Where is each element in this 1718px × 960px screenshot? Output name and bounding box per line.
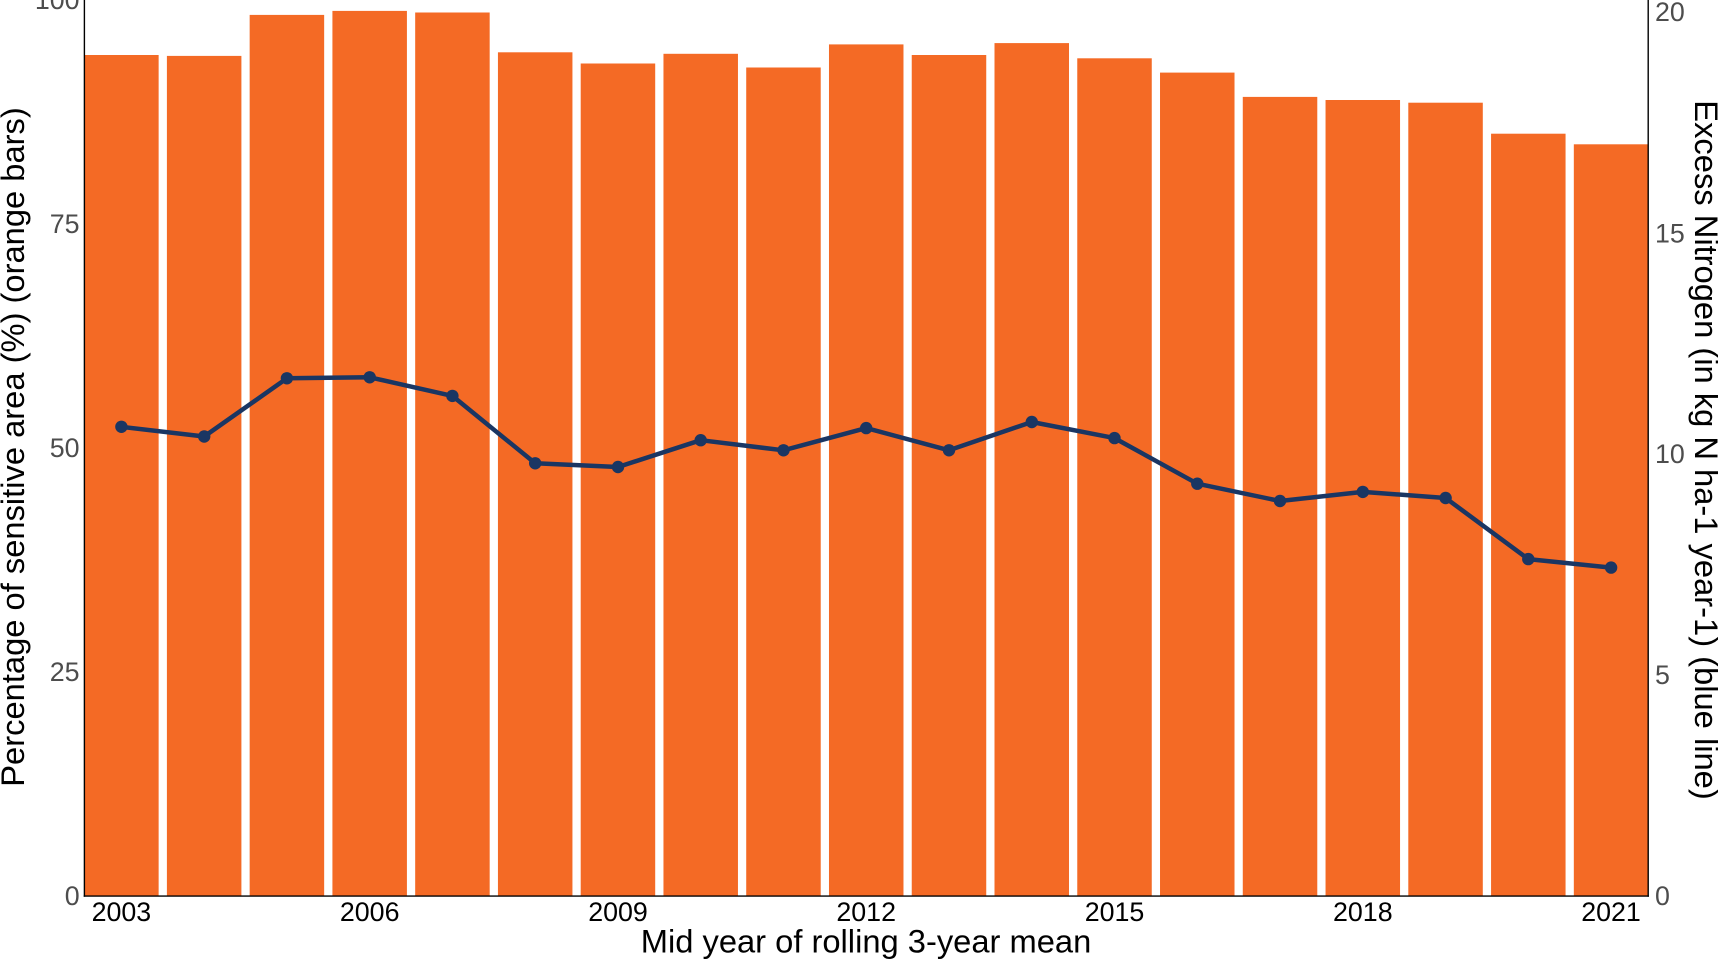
svg-text:5: 5 xyxy=(1655,660,1670,690)
svg-text:75: 75 xyxy=(50,209,80,239)
svg-text:2003: 2003 xyxy=(92,897,152,927)
svg-text:Percentage of sensitive area (: Percentage of sensitive area (%) (orange… xyxy=(0,107,31,787)
svg-text:25: 25 xyxy=(50,657,80,687)
svg-text:15: 15 xyxy=(1655,218,1685,248)
svg-text:Excess Nitrogen (in kg N ha-1: Excess Nitrogen (in kg N ha-1 year-1) (b… xyxy=(1688,100,1718,799)
svg-text:100: 100 xyxy=(35,0,80,15)
svg-text:10: 10 xyxy=(1655,439,1685,469)
svg-text:2021: 2021 xyxy=(1581,897,1641,927)
svg-text:0: 0 xyxy=(1655,881,1670,911)
svg-text:2012: 2012 xyxy=(836,897,896,927)
svg-text:20: 20 xyxy=(1655,0,1685,27)
svg-text:50: 50 xyxy=(50,433,80,463)
svg-text:0: 0 xyxy=(65,881,80,911)
svg-text:2009: 2009 xyxy=(588,897,648,927)
svg-text:2015: 2015 xyxy=(1085,897,1145,927)
svg-text:2006: 2006 xyxy=(340,897,400,927)
svg-text:2018: 2018 xyxy=(1333,897,1393,927)
svg-text:Mid year of rolling 3-year mea: Mid year of rolling 3-year mean xyxy=(641,922,1092,959)
